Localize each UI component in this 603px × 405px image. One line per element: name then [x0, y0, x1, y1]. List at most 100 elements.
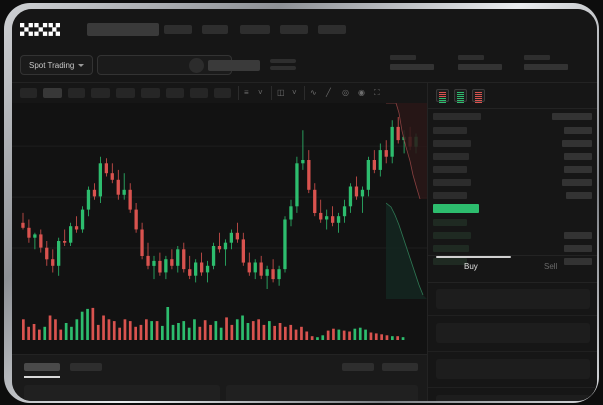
orderbook-ask-amount — [564, 153, 592, 160]
timeframe-button-9[interactable] — [214, 88, 231, 98]
icon-bars — [457, 92, 464, 103]
timeframe-button-5[interactable] — [116, 88, 135, 98]
indicators-icon[interactable]: ≡ — [244, 88, 249, 97]
orders-control-2[interactable] — [382, 363, 418, 371]
trend-line-icon[interactable]: ∿ — [310, 88, 317, 97]
orderbook-both-icon[interactable] — [436, 89, 449, 103]
market-stat-value — [458, 64, 502, 70]
orderbook-bid-amount — [564, 232, 592, 239]
price-input[interactable] — [436, 323, 590, 343]
chart-type-icon[interactable]: ◫ — [277, 88, 285, 97]
order-type-select[interactable] — [436, 289, 590, 309]
nav-item-2[interactable] — [202, 25, 228, 34]
amount-input[interactable] — [436, 359, 590, 379]
chart-toolbar: ≡ ˅ ◫ ˅ ∿ ╱ ◎ ◉ ⛶ — [12, 83, 427, 103]
orderbook-divider — [428, 108, 597, 109]
tab-sell[interactable]: Sell — [544, 262, 558, 271]
market-type-label: Spot Trading — [29, 60, 75, 70]
orderbook-bid-amount — [564, 258, 592, 265]
orderbook-ask-price[interactable] — [433, 166, 467, 173]
toolbar-divider — [271, 86, 272, 100]
market-stat-value — [390, 64, 434, 70]
market-type-selector[interactable]: Spot Trading — [20, 55, 94, 75]
orderbook-sell-icon[interactable] — [472, 89, 485, 103]
chart-canvas — [12, 117, 427, 289]
chart-type-dropdown-icon[interactable]: ˅ — [292, 88, 297, 97]
orders-content-box-1 — [24, 385, 220, 401]
form-divider-line — [428, 315, 597, 316]
nav-item-3[interactable] — [240, 25, 270, 34]
active-side-underline — [436, 256, 511, 258]
pencil-icon[interactable]: ╱ — [326, 88, 331, 97]
orderbook-view-modes — [436, 89, 485, 103]
toolbar-divider — [304, 86, 305, 100]
orderbook-bottom-divider — [428, 255, 597, 256]
market-stat-1 — [390, 55, 434, 70]
orderbook-ask-amount — [564, 127, 592, 134]
orderbook-mid-price[interactable] — [433, 204, 479, 213]
timeframe-button-2[interactable] — [43, 88, 62, 98]
header-divider — [12, 82, 597, 83]
orders-control-1[interactable] — [342, 363, 374, 371]
orderbook-ask-price[interactable] — [433, 192, 467, 199]
form-divider-line — [428, 351, 597, 352]
orderbook-bid-price[interactable] — [433, 245, 469, 252]
pair-name-label — [208, 60, 260, 71]
orders-tab-open[interactable] — [24, 363, 60, 371]
timeframe-button-4[interactable] — [91, 88, 110, 98]
market-stat-3 — [524, 55, 568, 70]
depth-chart-overlay — [385, 102, 427, 299]
orders-tab-history[interactable] — [70, 363, 102, 371]
okx-logo[interactable] — [20, 23, 60, 36]
active-tab-underline — [24, 376, 60, 378]
market-stat-label — [458, 55, 484, 60]
form-divider-line — [428, 387, 597, 388]
depth-curve — [385, 102, 427, 299]
order-form-divider — [428, 282, 597, 283]
app-screen: Spot Trading — [12, 9, 597, 401]
indicator-dropdown-icon[interactable]: ˅ — [258, 88, 263, 97]
orderbook-ask-amount — [562, 179, 592, 186]
market-stat-value — [524, 64, 568, 70]
orderbook-bid-price[interactable] — [433, 232, 471, 239]
nav-item-1[interactable] — [164, 25, 192, 34]
toolbar-divider — [238, 86, 239, 100]
nav-item-5[interactable] — [318, 25, 346, 34]
orderbook-ask-amount — [564, 166, 592, 173]
orderbook-header-amount — [552, 113, 592, 120]
orderbook-bid-price[interactable] — [433, 219, 467, 226]
orderbook-bid-price[interactable] — [433, 258, 467, 265]
settings-icon[interactable]: ◉ — [358, 88, 365, 97]
tab-buy[interactable]: Buy — [464, 262, 478, 271]
orderbook-header-price — [433, 113, 481, 120]
timeframe-button-6[interactable] — [141, 88, 160, 98]
timeframe-button-1[interactable] — [20, 88, 37, 98]
market-header-bar: Spot Trading — [12, 47, 597, 83]
candlestick-chart[interactable] — [12, 103, 427, 299]
top-navigation-bar — [12, 9, 597, 47]
orderbook-ask-price[interactable] — [433, 153, 469, 160]
timeframe-button-8[interactable] — [190, 88, 208, 98]
orders-panel — [12, 354, 427, 401]
nav-item-4[interactable] — [280, 25, 308, 34]
market-stat-2 — [458, 55, 502, 70]
orderbook-buy-icon[interactable] — [454, 89, 467, 103]
total-input[interactable] — [436, 395, 590, 401]
orderbook-rows[interactable] — [428, 109, 597, 265]
fullscreen-icon[interactable]: ⛶ — [374, 88, 380, 97]
chevron-down-icon — [78, 63, 85, 67]
timeframe-button-7[interactable] — [166, 88, 184, 98]
last-price-value — [270, 59, 296, 63]
coin-avatar — [189, 58, 204, 73]
orderbook-ask-price[interactable] — [433, 179, 471, 186]
magnet-icon[interactable]: ◎ — [342, 88, 349, 97]
orderbook-ask-amount — [566, 192, 592, 199]
search-input[interactable] — [87, 23, 159, 36]
orderbook-ask-price[interactable] — [433, 127, 467, 134]
timeframe-button-3[interactable] — [68, 88, 85, 98]
orderbook-ask-price[interactable] — [433, 140, 471, 147]
price-change-value — [270, 66, 296, 70]
volume-canvas — [22, 307, 405, 340]
orders-content-box-2 — [226, 385, 418, 401]
market-stat-label — [390, 55, 416, 60]
